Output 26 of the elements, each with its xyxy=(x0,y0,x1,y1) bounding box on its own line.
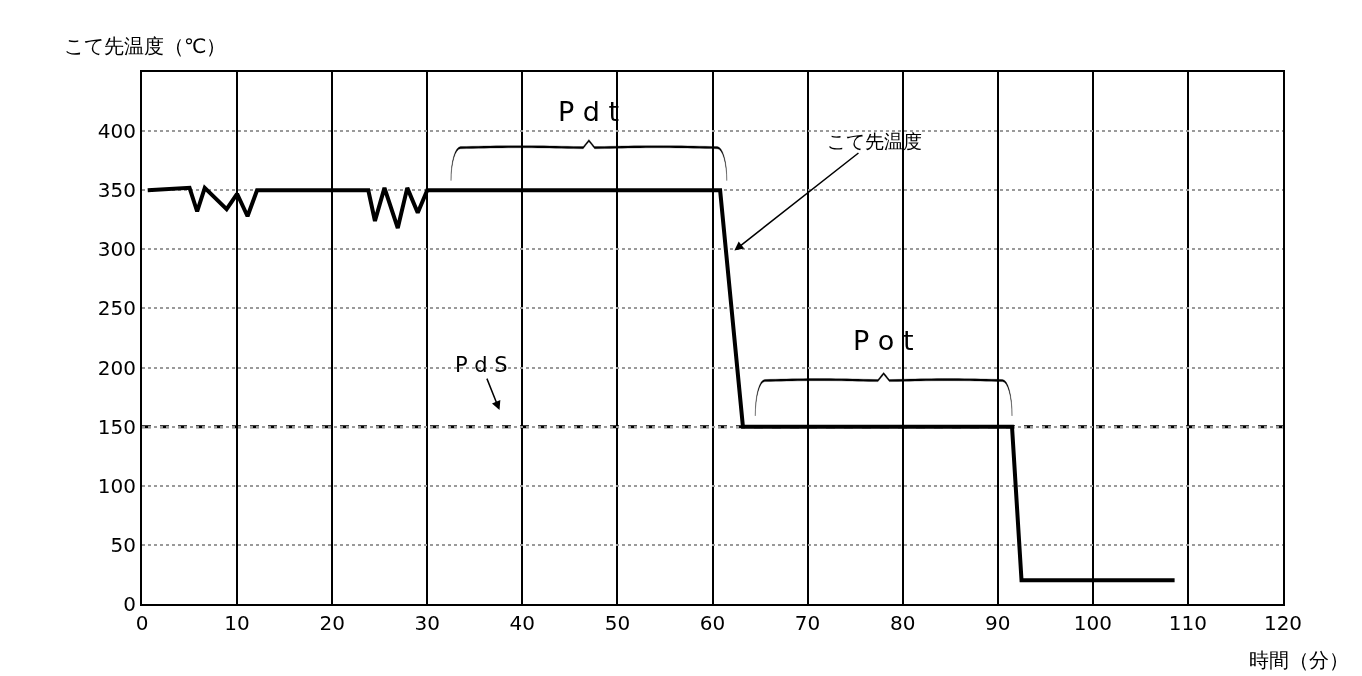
y-axis-title: こて先温度（℃） xyxy=(64,34,227,58)
y-tick-label: 350 xyxy=(97,178,136,203)
y-tick-label: 150 xyxy=(97,414,136,439)
y-tick-label: 50 xyxy=(110,532,136,557)
x-tick-label: 30 xyxy=(414,611,440,635)
x-tick-label: 10 xyxy=(224,611,250,635)
y-tick-label: 250 xyxy=(97,296,136,321)
x-tick-label: 90 xyxy=(985,611,1011,635)
annotation: こて先温度 xyxy=(827,130,922,152)
x-tick-label: 70 xyxy=(794,611,821,635)
x-axis-title: 時間（分） xyxy=(1249,648,1349,672)
x-tick-label: 110 xyxy=(1168,611,1208,635)
y-tick-label: 200 xyxy=(97,355,136,380)
x-tick-label: 120 xyxy=(1263,611,1303,635)
x-tick-label: 20 xyxy=(319,611,345,635)
y-tick-label: 400 xyxy=(97,119,136,144)
y-tick-label: 300 xyxy=(97,237,136,262)
y-tick-label: 0 xyxy=(123,592,136,616)
x-tick-label: 100 xyxy=(1073,611,1112,635)
annotation: P d S xyxy=(455,353,508,377)
x-tick-label: 40 xyxy=(509,611,536,635)
x-tick-label: 80 xyxy=(889,611,916,635)
x-tick-label: 60 xyxy=(699,611,726,635)
annotation: P o t xyxy=(853,325,914,356)
y-tick-label: 100 xyxy=(97,473,136,498)
x-tick-label: 50 xyxy=(604,611,631,635)
